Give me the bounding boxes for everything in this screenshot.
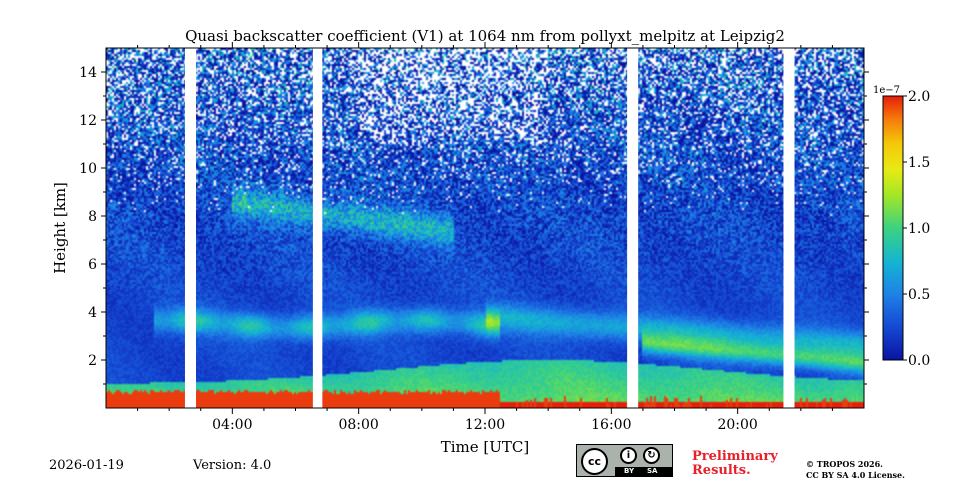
- colorbar-tick-label: 1.0: [908, 221, 930, 237]
- share-alike-icon: ↻: [643, 447, 660, 464]
- x-tick-label: 04:00: [212, 417, 252, 433]
- colorbar-ticks: 0.0 0.5 1.0 1.5 2.0: [903, 89, 930, 369]
- colorbar-gradient: [882, 95, 904, 361]
- colorbar-tick-label: 0.5: [908, 287, 930, 303]
- y-tick-label: 2: [88, 353, 97, 369]
- x-tick-label: 12:00: [465, 417, 505, 433]
- x-axis-ticks: 04:00 08:00 12:00 16:00 20:00: [137, 42, 833, 433]
- preliminary-note: Preliminary Results.: [692, 450, 778, 478]
- y-tick-label: 14: [79, 65, 97, 81]
- colorbar-exponent: 1e−7: [873, 85, 900, 96]
- y-tick-label: 8: [88, 209, 97, 225]
- plot-area: 2 4 6 8 10 12 14 04:00 08:00 12:00 16:00 20:00: [79, 42, 869, 433]
- colorbar-tick-label: 2.0: [908, 89, 930, 105]
- y-tick-label: 4: [88, 305, 97, 321]
- colorbar: 0.0 0.5 1.0 1.5 2.0 1e−7: [873, 85, 930, 369]
- data-gaps: [184, 48, 795, 408]
- data-gap-1: [312, 48, 323, 408]
- colorbar-tick-label: 1.5: [908, 155, 930, 171]
- by-person-icon: i: [620, 447, 637, 464]
- y-axis-ticks: 2 4 6 8 10 12 14: [79, 65, 869, 385]
- license-by: BY: [624, 467, 635, 475]
- version-label: Version: 4.0: [193, 458, 272, 473]
- copyright-note: © TROPOS 2026. CC BY SA 4.0 License.: [806, 459, 905, 481]
- x-tick-label: 16:00: [591, 417, 631, 433]
- y-tick-label: 6: [88, 257, 97, 273]
- copyright-line-1: © TROPOS 2026.: [806, 459, 883, 469]
- data-gap-2: [627, 48, 639, 408]
- data-gap-0: [184, 48, 197, 408]
- colorbar-tick-label: 0.0: [908, 353, 930, 369]
- x-tick-label: 08:00: [338, 417, 378, 433]
- date-label: 2026-01-19: [49, 458, 124, 473]
- x-tick-label: 20:00: [717, 417, 757, 433]
- data-gap-3: [783, 48, 795, 408]
- preliminary-line-1: Preliminary: [692, 449, 778, 464]
- cc-icon: cc: [581, 448, 608, 475]
- y-tick-label: 12: [79, 113, 97, 129]
- chart-title: Quasi backscatter coefficient (V1) at 10…: [185, 27, 785, 45]
- x-axis-label: Time [UTC]: [441, 438, 530, 456]
- y-tick-label: 10: [79, 161, 97, 177]
- copyright-line-2: CC BY SA 4.0 License.: [806, 470, 905, 480]
- cc-license-badge: cc i ↻ BY SA: [576, 444, 673, 477]
- license-band: BY SA: [615, 467, 672, 476]
- y-axis-label: Height [km]: [51, 182, 69, 274]
- license-sa: SA: [647, 467, 658, 475]
- preliminary-line-2: Results.: [692, 463, 751, 478]
- backscatter-heatmap: [106, 48, 864, 408]
